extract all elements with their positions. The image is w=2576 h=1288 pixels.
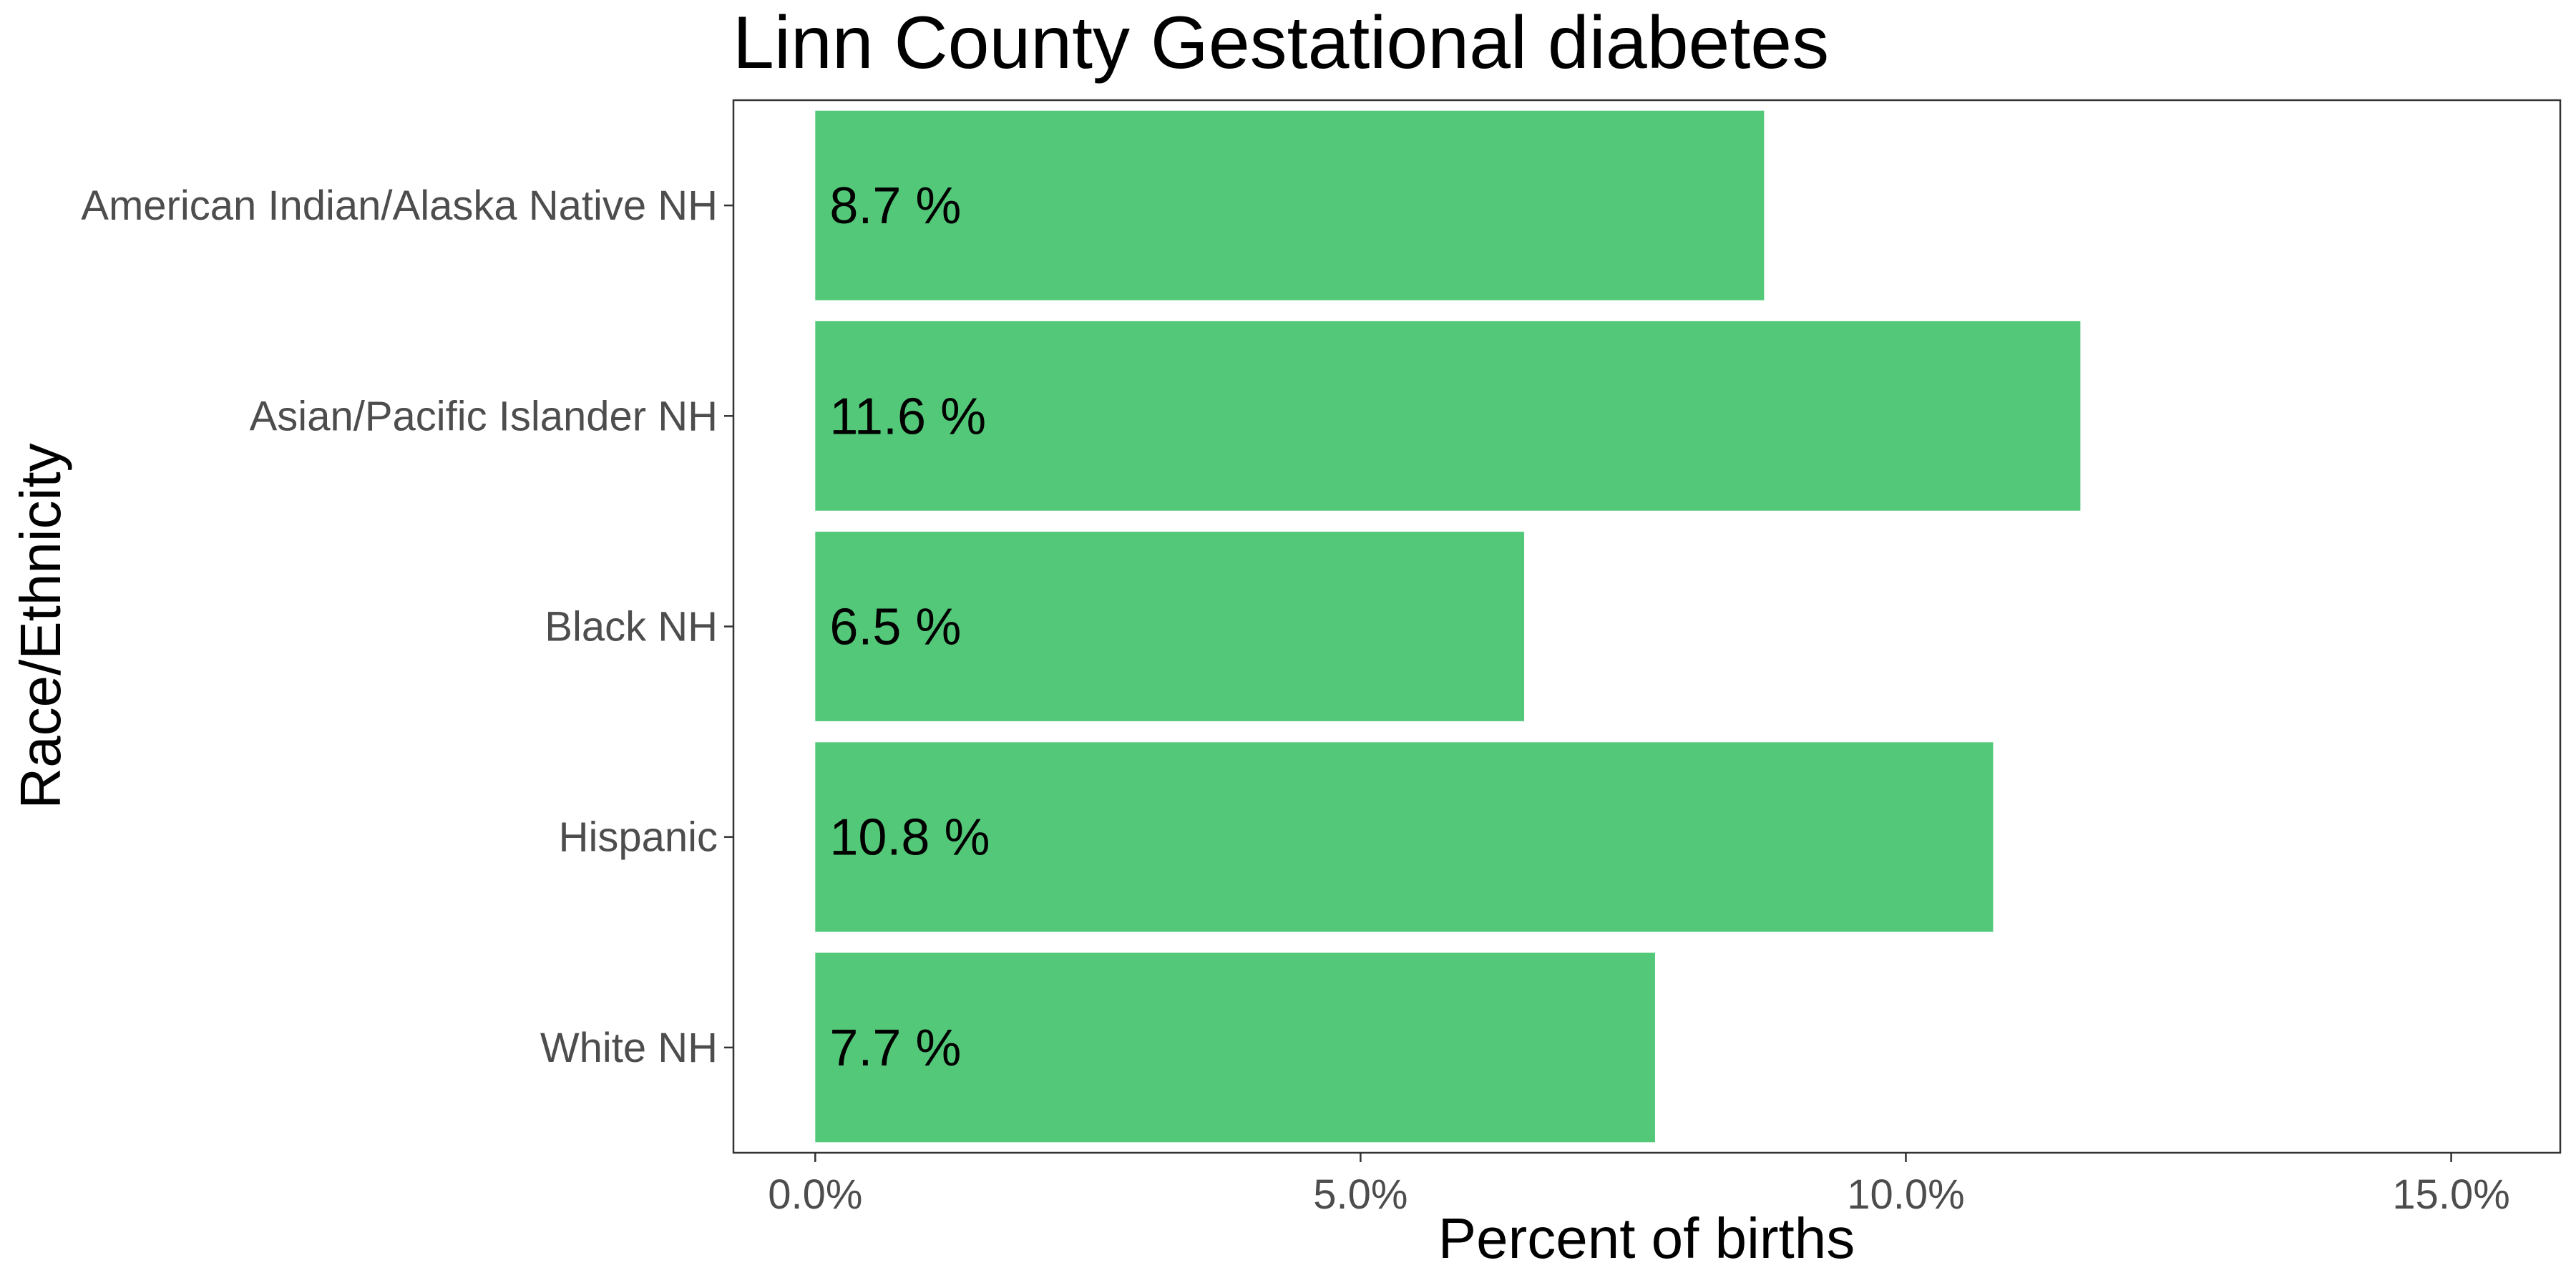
y-axis: American Indian/Alaska Native NH Asian/Pa…: [81, 182, 733, 1071]
x-tick-label: 0.0%: [768, 1171, 862, 1218]
data-label: 10.8 %: [829, 809, 990, 867]
x-tick-label: 10.0%: [1847, 1171, 1964, 1218]
y-axis-title: Race/Ethnicity: [9, 443, 72, 809]
data-label: 11.6 %: [829, 388, 986, 445]
bar: [815, 110, 1765, 301]
y-tick-label: White NH: [540, 1025, 718, 1071]
data-label: 8.7 %: [829, 177, 961, 235]
chart-title: Linn County Gestational diabetes: [733, 1, 1829, 84]
x-tick-label: 15.0%: [2392, 1171, 2509, 1218]
x-axis-title: Percent of births: [1438, 1206, 1855, 1270]
y-tick-label: Hispanic: [559, 814, 718, 861]
x-axis: 0.0% 5.0% 10.0% 15.0%: [768, 1153, 2510, 1218]
bar: [815, 321, 2081, 511]
bar: [815, 532, 1525, 721]
bar: [815, 742, 1994, 932]
bar: [815, 952, 1655, 1143]
bars-group: [815, 110, 2081, 1143]
data-label: 7.7 %: [829, 1020, 961, 1077]
y-tick-label: Asian/Pacific Islander NH: [250, 393, 718, 439]
data-label: 6.5 %: [829, 599, 961, 656]
y-tick-label: Black NH: [545, 604, 718, 650]
x-tick-label: 5.0%: [1313, 1171, 1407, 1218]
y-tick-label: American Indian/Alaska Native NH: [81, 182, 718, 229]
data-labels-group: 8.7 % 11.6 % 6.5 % 10.8 % 7.7 %: [829, 177, 990, 1077]
